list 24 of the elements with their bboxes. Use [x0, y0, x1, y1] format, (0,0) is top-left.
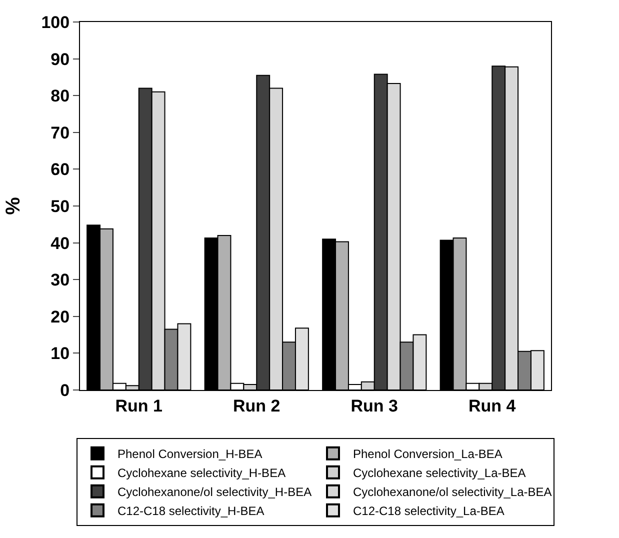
legend-label: Cyclohexane selectivity_La-BEA: [353, 466, 526, 480]
y-tick-label: 70: [50, 123, 70, 142]
y-tick-label: 10: [50, 344, 70, 364]
y-tick-label: 30: [50, 270, 70, 290]
x-tick-label: Run 3: [350, 396, 398, 416]
y-tick-label: 40: [50, 234, 70, 253]
x-tick-label: Run 1: [115, 396, 162, 416]
y-tick-label: 20: [50, 307, 70, 326]
legend-label: Cyclohexanone/ol selectivity_H-BEA: [118, 485, 312, 500]
x-tick-label: Run 2: [233, 396, 280, 416]
y-tick-label: 100: [41, 12, 70, 32]
y-tick-label: 60: [50, 160, 70, 180]
legend-label: Cyclohexanone/ol selectivity_La-BEA: [353, 485, 552, 500]
y-tick-label: 90: [50, 50, 70, 69]
y-tick-label: 50: [50, 196, 70, 216]
y-tick-label: 0: [60, 380, 70, 400]
legend-label: Phenol Conversion_H-BEA: [118, 447, 262, 462]
legend-label: Cyclohexane selectivity_H-BEA: [118, 466, 286, 480]
y-tick-label: 80: [50, 86, 70, 106]
legend-label: C12-C18 selectivity_La-BEA: [353, 504, 504, 518]
legend-label: Phenol Conversion_La-BEA: [353, 447, 502, 462]
y-axis-title: %: [2, 196, 25, 215]
legend-label: C12-C18 selectivity_H-BEA: [118, 504, 264, 518]
x-tick-label: Run 4: [468, 396, 516, 416]
